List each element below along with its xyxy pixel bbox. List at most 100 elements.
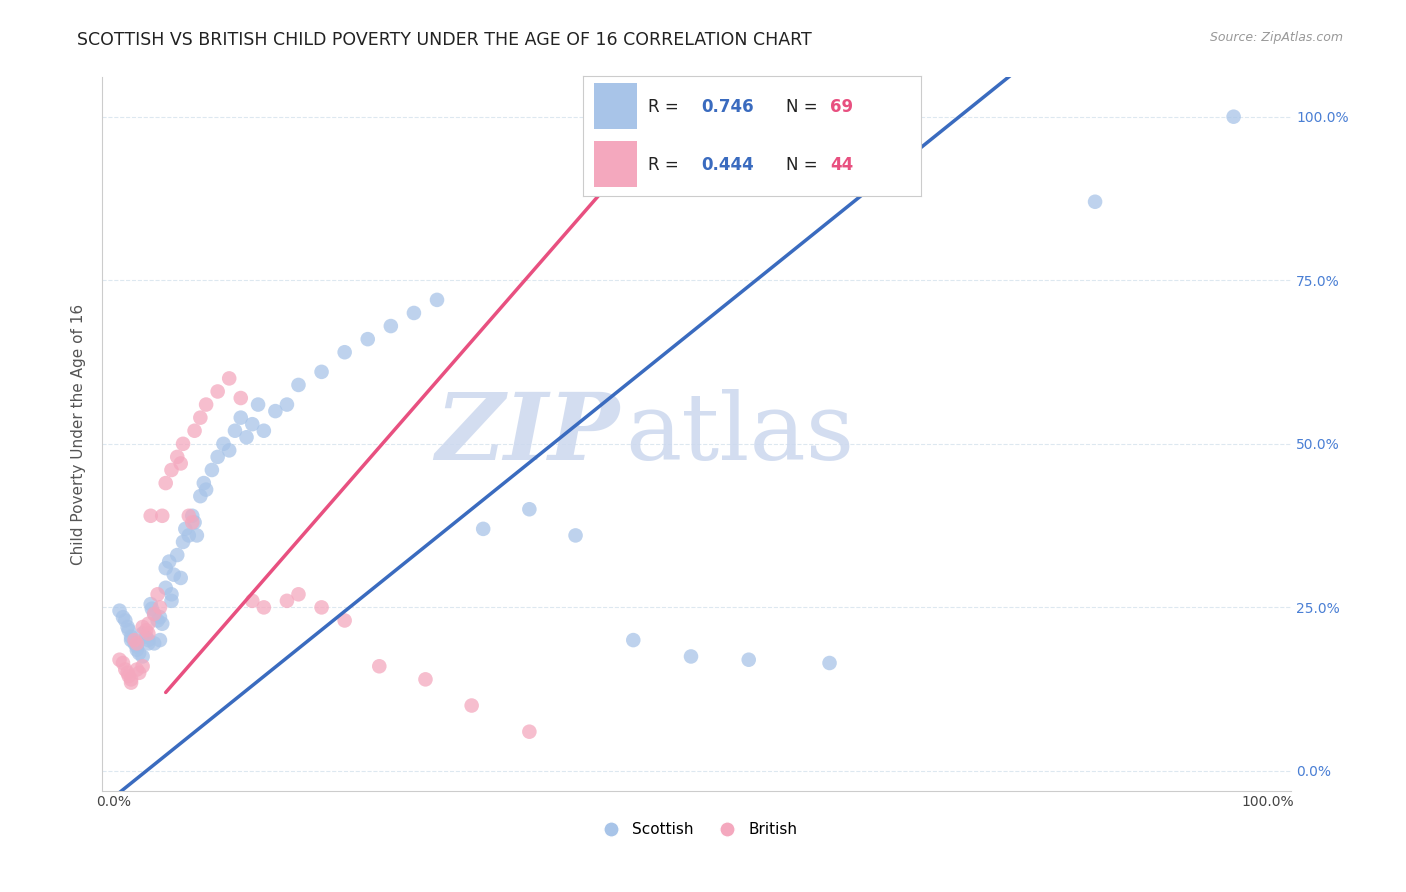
Point: [150, 616, 173, 631]
Point: [124, 636, 146, 650]
Text: SCOTTISH VS BRITISH CHILD POVERTY UNDER THE AGE OF 16 CORRELATION CHART: SCOTTISH VS BRITISH CHILD POVERTY UNDER …: [77, 31, 813, 49]
Point: [247, 398, 270, 412]
Point: [155, 561, 177, 575]
Point: [135, 624, 157, 638]
Point: [111, 656, 134, 670]
Point: [253, 424, 276, 438]
Point: [253, 600, 276, 615]
FancyBboxPatch shape: [593, 141, 637, 186]
Point: [276, 398, 298, 412]
Point: [235, 430, 257, 444]
Point: [120, 633, 142, 648]
Point: [195, 398, 218, 412]
Point: [125, 643, 148, 657]
Point: [111, 610, 134, 624]
Point: [143, 607, 166, 621]
Point: [138, 626, 160, 640]
Point: [311, 600, 333, 615]
Point: [207, 450, 229, 464]
Point: [131, 649, 153, 664]
Point: [472, 522, 495, 536]
Point: [240, 594, 263, 608]
Point: [415, 673, 437, 687]
Point: [380, 319, 402, 334]
Point: [166, 548, 188, 562]
Point: [240, 417, 263, 432]
Point: [519, 502, 541, 516]
Point: [139, 508, 162, 523]
Text: R =: R =: [648, 156, 683, 174]
Point: [163, 567, 186, 582]
Point: [120, 675, 142, 690]
Text: R =: R =: [648, 98, 683, 116]
Point: [125, 663, 148, 677]
Point: [118, 669, 141, 683]
Point: [212, 437, 235, 451]
Point: [1222, 110, 1244, 124]
Point: [287, 587, 309, 601]
Point: [207, 384, 229, 399]
Point: [160, 463, 183, 477]
Point: [183, 424, 205, 438]
Point: [118, 624, 141, 638]
Point: [333, 345, 356, 359]
Point: [738, 653, 761, 667]
Text: 69: 69: [830, 98, 853, 116]
Point: [117, 665, 139, 680]
Point: [193, 476, 215, 491]
Point: [149, 633, 172, 648]
Point: [139, 597, 162, 611]
Point: [124, 633, 146, 648]
FancyBboxPatch shape: [593, 83, 637, 128]
Point: [181, 516, 204, 530]
Legend: Scottish, British: Scottish, British: [589, 816, 804, 844]
Point: [172, 535, 194, 549]
Point: [155, 581, 177, 595]
Point: [519, 724, 541, 739]
Point: [201, 463, 224, 477]
Point: [125, 636, 148, 650]
Point: [311, 365, 333, 379]
Point: [174, 522, 197, 536]
Point: [264, 404, 287, 418]
Point: [229, 410, 252, 425]
Point: [172, 437, 194, 451]
Point: [170, 571, 193, 585]
Point: [131, 620, 153, 634]
Point: [276, 594, 298, 608]
Text: atlas: atlas: [626, 389, 855, 479]
Point: [131, 626, 153, 640]
Text: 44: 44: [830, 156, 853, 174]
Point: [125, 640, 148, 654]
Point: [1084, 194, 1107, 209]
Point: [128, 665, 150, 680]
Point: [138, 616, 160, 631]
Point: [818, 656, 841, 670]
Text: 0.444: 0.444: [702, 156, 755, 174]
Point: [177, 528, 200, 542]
Point: [141, 601, 163, 615]
Point: [150, 508, 173, 523]
Point: [138, 636, 160, 650]
Point: [117, 620, 139, 634]
Point: [368, 659, 391, 673]
Text: ZIP: ZIP: [436, 389, 620, 479]
Point: [114, 614, 136, 628]
Y-axis label: Child Poverty Under the Age of 16: Child Poverty Under the Age of 16: [72, 303, 86, 565]
Point: [160, 594, 183, 608]
Point: [333, 614, 356, 628]
Point: [128, 646, 150, 660]
Point: [149, 610, 172, 624]
Point: [108, 604, 131, 618]
Point: [195, 483, 218, 497]
Point: [131, 659, 153, 673]
Point: [679, 649, 702, 664]
Point: [149, 600, 172, 615]
Point: [155, 476, 177, 491]
Point: [188, 410, 211, 425]
Point: [224, 424, 246, 438]
Point: [120, 673, 142, 687]
Point: [146, 614, 169, 628]
Text: N =: N =: [786, 156, 823, 174]
Point: [183, 516, 205, 530]
